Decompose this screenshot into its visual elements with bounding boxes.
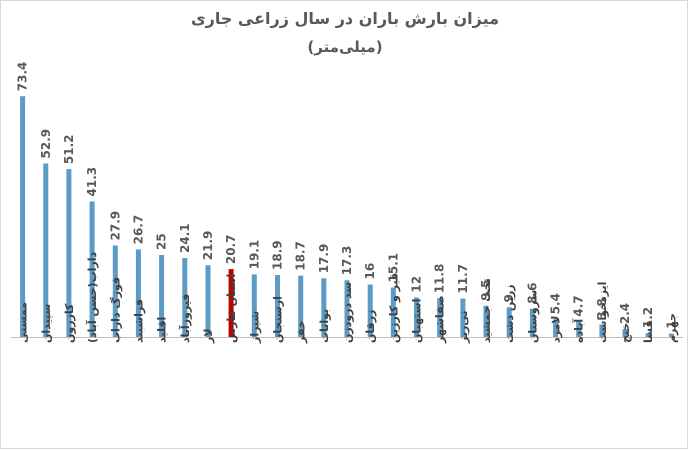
data-label: 11.8: [433, 264, 447, 294]
bar: [321, 278, 327, 337]
category-label: فسا: [642, 320, 655, 343]
data-label: 73.4: [16, 62, 30, 92]
data-label: 4.7: [572, 295, 586, 316]
chart-title: میزان بارش باران در سال زراعی جاری: [190, 9, 500, 28]
data-label: 21.9: [201, 231, 215, 261]
data-label: 52.9: [39, 129, 53, 159]
data-label: 25: [155, 233, 169, 250]
data-label: 12: [410, 276, 424, 293]
category-label: ایزدخواست: [596, 282, 609, 343]
category-label: فراشبند: [132, 299, 145, 343]
bar: [275, 275, 280, 337]
category-label: خنج: [619, 323, 632, 343]
category-label: نی‌ریز: [457, 310, 470, 344]
data-label: 8.6: [525, 283, 539, 304]
bar: [414, 297, 419, 337]
category-label: استهبان: [411, 299, 424, 343]
data-label: 24.1: [178, 223, 192, 253]
category-label: سروستان: [526, 290, 539, 343]
data-label: 5.4: [549, 293, 563, 314]
chart-subtitle: (میلی‌متر): [307, 38, 383, 56]
category-label: لار: [202, 328, 215, 344]
category-label: ممسنی: [17, 302, 30, 343]
category-label: صفاشهر: [434, 295, 447, 344]
bar: [367, 284, 373, 337]
data-label: 41.3: [85, 167, 99, 197]
bar: [668, 333, 674, 337]
data-label: 1.2: [641, 307, 655, 328]
data-label: 1: [664, 320, 678, 328]
bar: [529, 308, 535, 337]
bar: [553, 319, 559, 337]
data-label: 2.4: [618, 303, 632, 324]
bar: [344, 280, 350, 337]
data-label: 11.7: [456, 264, 470, 294]
category-label: بوانات: [318, 309, 331, 343]
bar: [622, 329, 628, 337]
bar: [159, 255, 165, 337]
category-label: ارسنجان: [272, 296, 285, 343]
bar: [506, 307, 512, 337]
category-label: فیروزآباد: [178, 294, 192, 343]
data-label: 17.3: [340, 246, 354, 276]
data-label: 26.7: [131, 215, 145, 245]
bar: [390, 287, 396, 337]
data-label: 51.2: [62, 134, 76, 164]
data-label: 18.9: [271, 240, 285, 270]
bar: [251, 274, 257, 337]
category-label: داراب(حسن آباد): [85, 251, 99, 343]
bar: [205, 265, 211, 337]
category-label: شیراز: [248, 311, 261, 344]
bar: [576, 321, 582, 337]
category-label: قیر و کارزین: [387, 273, 400, 343]
bar: [483, 305, 489, 337]
category-label: کازرون: [63, 303, 76, 343]
bar: [599, 324, 605, 337]
bar: [20, 96, 26, 337]
data-label: 15.1: [386, 253, 400, 283]
bar: [182, 258, 188, 337]
category-label: اقلید: [156, 317, 169, 343]
bar: [66, 169, 72, 337]
data-label: 27.9: [108, 211, 122, 241]
data-label: 3.8: [595, 298, 609, 319]
bar: [112, 245, 118, 337]
data-label: 9: [502, 294, 516, 302]
category-label: جهرم: [665, 313, 678, 343]
data-label: 20.7: [224, 234, 238, 264]
bar: [437, 298, 443, 337]
category-label: لامرد: [550, 316, 563, 344]
data-label: 19.1: [247, 240, 261, 270]
category-label: زرقان: [364, 310, 377, 343]
category-label: استان فارس: [225, 274, 238, 343]
bar: [228, 269, 234, 337]
bar: [298, 275, 304, 337]
bar: [460, 298, 466, 337]
category-label: فورگ داراب: [108, 277, 122, 343]
data-label: 17.9: [317, 244, 331, 274]
category-label: سد درودزن: [341, 282, 354, 343]
data-label: 16: [363, 263, 377, 280]
bar: [89, 201, 95, 337]
category-label: آباده: [572, 319, 586, 343]
category-label: زرین دشت: [503, 284, 516, 343]
category-label: خفر: [295, 320, 308, 344]
category-label: سپیدان: [40, 304, 53, 343]
data-label: 9.5: [479, 280, 493, 301]
category-label: تخت جمشید: [480, 278, 493, 343]
bar: [43, 163, 49, 337]
bar: [645, 333, 651, 337]
bar: [135, 249, 141, 337]
data-label: 18.7: [294, 241, 308, 271]
